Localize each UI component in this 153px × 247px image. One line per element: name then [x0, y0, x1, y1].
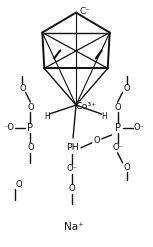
Text: O: O — [123, 163, 130, 172]
Text: PH: PH — [66, 143, 78, 152]
Text: Co³⁺: Co³⁺ — [75, 102, 97, 111]
Text: H: H — [44, 112, 50, 121]
Text: O⁻: O⁻ — [134, 124, 145, 132]
Text: O: O — [27, 103, 34, 112]
Text: O⁻: O⁻ — [112, 143, 123, 152]
Text: O: O — [123, 84, 130, 93]
Text: O: O — [15, 180, 22, 189]
Text: O⁻: O⁻ — [67, 164, 78, 173]
Text: O: O — [27, 143, 34, 152]
Text: Na⁺: Na⁺ — [64, 222, 84, 232]
Text: P: P — [27, 123, 33, 133]
Text: ⁻O: ⁻O — [3, 124, 14, 132]
Text: H: H — [101, 112, 107, 121]
Text: O: O — [114, 103, 121, 112]
Text: O: O — [69, 184, 75, 193]
Text: O: O — [93, 136, 100, 145]
Text: C⁻: C⁻ — [79, 7, 90, 16]
Text: O: O — [19, 84, 26, 93]
Text: P: P — [115, 123, 121, 133]
